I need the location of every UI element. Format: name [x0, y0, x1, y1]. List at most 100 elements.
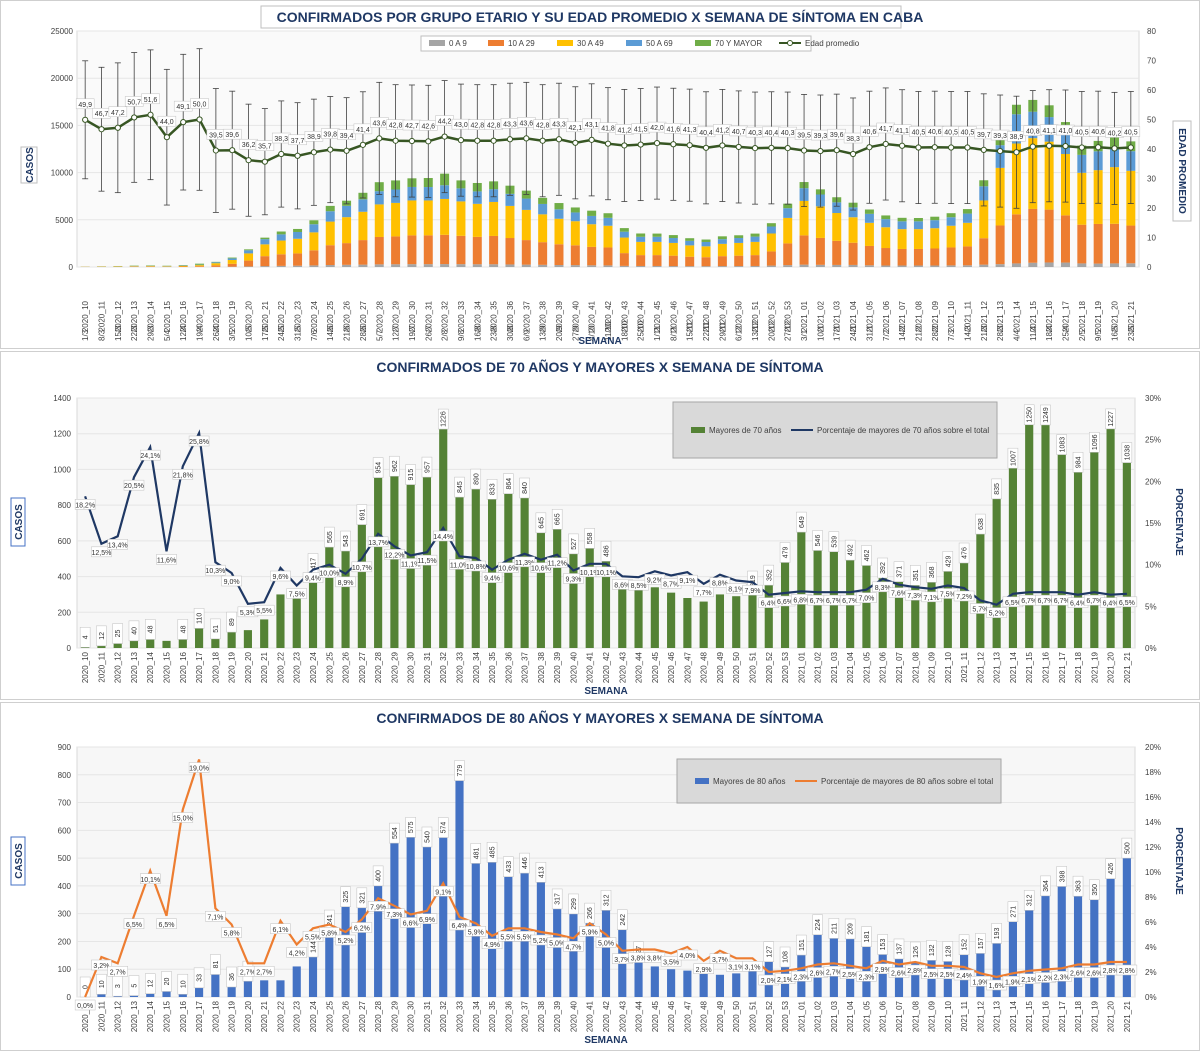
- x-date-label: 31/5: [294, 325, 303, 341]
- bar: [1025, 910, 1034, 997]
- bar-segment: [848, 217, 858, 243]
- bar-segment: [668, 242, 678, 256]
- average-age-point: [98, 126, 105, 133]
- bar-segment: [244, 250, 254, 254]
- percentage-label-box: [856, 971, 877, 982]
- percentage-label: 10,6%: [498, 566, 518, 573]
- average-age-point: [425, 138, 432, 145]
- bar: [1041, 424, 1050, 648]
- x-tick-label: 2021_17: [1058, 651, 1067, 683]
- average-age-point: [686, 142, 693, 149]
- y-axis-label: CASOS: [14, 504, 25, 540]
- x-tick-label: 2021_19: [1094, 300, 1103, 332]
- x-tick-label: 2020_37: [522, 300, 531, 332]
- bar: [308, 573, 318, 648]
- x-date-label: 24/5: [277, 325, 286, 341]
- x-tick-label: 2020_17: [196, 300, 205, 332]
- x-date-label: 6/9: [522, 329, 531, 341]
- bar: [553, 908, 562, 997]
- bar-label-box: [519, 852, 530, 874]
- average-age-label: 38,9: [307, 134, 321, 141]
- bar: [699, 601, 708, 648]
- percentage-label: 25,8%: [189, 439, 209, 446]
- bar-segment: [342, 264, 352, 267]
- bar-label: 241: [327, 914, 334, 926]
- x-tick-label: 2020_27: [358, 651, 367, 683]
- x-date-label: 2/5: [1078, 329, 1087, 341]
- bar: [390, 843, 399, 997]
- bar-segment: [472, 264, 482, 267]
- average-age-point: [359, 141, 367, 148]
- bar-segment: [701, 266, 711, 267]
- x-tick-label: 2020_32: [441, 300, 450, 332]
- x-tick-label: 2020_49: [716, 1000, 725, 1032]
- percentage-label: 2,9%: [875, 967, 891, 974]
- x-tick-label: 2020_12: [114, 300, 123, 332]
- average-age-label: 40,5: [944, 130, 958, 137]
- bar: [1073, 472, 1083, 648]
- chart-title-box: [260, 5, 902, 29]
- bar-segment: [325, 211, 335, 222]
- bar-label-box: [1072, 452, 1084, 473]
- percentage-label-box: [319, 927, 340, 938]
- bar-segment: [946, 213, 956, 218]
- bar-label: 51: [213, 625, 220, 633]
- average-age-label: 44,0: [160, 119, 174, 126]
- average-age-label: 38,3: [846, 136, 860, 143]
- bar-segment: [734, 266, 744, 267]
- average-age-point: [376, 135, 383, 142]
- chart-age-groups: CONFIRMADOS POR GRUPO ETARIO Y SU EDAD P…: [20, 5, 1192, 347]
- average-age-label: 40,6: [863, 129, 877, 136]
- percentage-label: 8,1%: [728, 587, 744, 594]
- average-age-label: 41,2: [716, 127, 730, 134]
- percentage-label-box: [416, 913, 438, 924]
- bar-segment: [717, 266, 727, 267]
- bar-label: 319: [750, 575, 757, 587]
- bar-segment: [848, 207, 858, 218]
- x-tick-label: 2021_09: [931, 300, 940, 332]
- bar-label-box: [958, 542, 970, 564]
- x-tick-label: 2020_48: [700, 1000, 709, 1032]
- y-tick-label: 0: [67, 644, 72, 653]
- x-date-label: 11/10: [604, 321, 613, 341]
- bar-label-box: [193, 608, 205, 629]
- x-date-label: 28/3: [996, 325, 1005, 341]
- bar-segment: [260, 239, 270, 245]
- average-age-label: 46,7: [95, 111, 109, 118]
- x-date-label: 8/11: [669, 325, 678, 341]
- bar-segment: [1109, 223, 1119, 264]
- bar-label-box: [405, 817, 416, 838]
- percentage-label-box: [123, 479, 145, 491]
- bar-segment: [456, 201, 466, 236]
- bar-label-box: [372, 865, 384, 887]
- average-age-label: 43,0: [454, 122, 468, 129]
- x-tick-label: 2020_34: [472, 1000, 481, 1032]
- y-tick-label: 600: [58, 537, 72, 546]
- percentage-label: 2,1%: [777, 977, 793, 984]
- average-age-point: [702, 144, 710, 151]
- percentage-label: 2,3%: [1054, 974, 1070, 981]
- x-tick-label: 2020_26: [342, 1000, 351, 1032]
- legend-swatch: [695, 778, 709, 784]
- bar-label: 317: [555, 893, 562, 905]
- percentage-label: 4,2%: [289, 951, 305, 958]
- bar-segment: [734, 235, 744, 239]
- average-age-label-box: [1007, 130, 1026, 142]
- y2-tick-label: 14%: [1145, 818, 1161, 827]
- x-tick-label: 2020_52: [767, 300, 776, 332]
- x-date-label: 3/5: [228, 329, 237, 341]
- average-age-label: 51,6: [144, 97, 158, 104]
- average-age-label: 42,8: [389, 123, 403, 130]
- percentage-label-box: [221, 927, 242, 938]
- bar: [439, 837, 448, 997]
- bar-label-box: [356, 887, 368, 909]
- bar: [732, 973, 741, 997]
- percentage-label: 4,0%: [679, 953, 695, 960]
- bar-label: 1038: [1124, 445, 1131, 461]
- percentage-label: 2,4%: [956, 973, 972, 980]
- bar-segment: [260, 266, 270, 267]
- x-date-label: 26/4: [212, 325, 221, 341]
- x-tick-label: 2020_15: [163, 300, 172, 332]
- bar-label: 840: [522, 482, 529, 494]
- percentage-label-box: [481, 572, 503, 583]
